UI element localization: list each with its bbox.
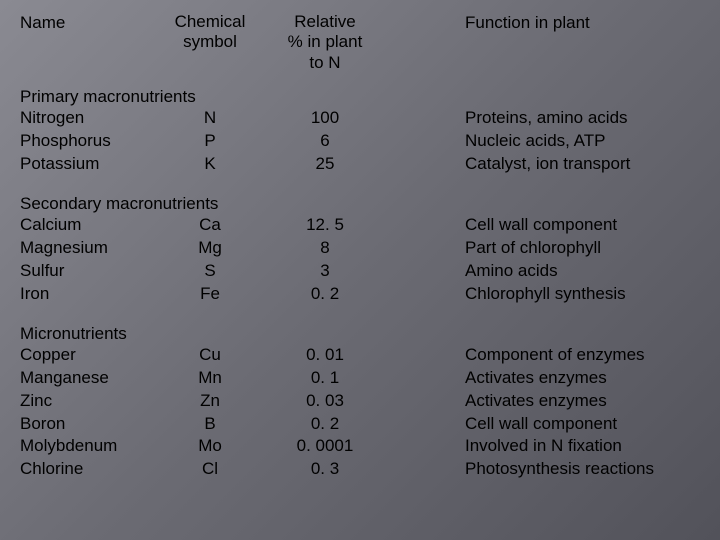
- table-row: Copper Cu 0. 01 Component of enzymes: [20, 344, 700, 367]
- table-row: Zinc Zn 0. 03 Activates enzymes: [20, 390, 700, 413]
- table-row: Molybdenum Mo 0. 0001 Involved in N fixa…: [20, 435, 700, 458]
- section-primary-title: Primary macronutrients: [20, 87, 700, 107]
- table-row: Potassium K 25 Catalyst, ion transport: [20, 153, 700, 176]
- table-row: Manganese Mn 0. 1 Activates enzymes: [20, 367, 700, 390]
- section-micro-title: Micronutrients: [20, 324, 700, 344]
- table-row: Sulfur S 3 Amino acids: [20, 260, 700, 283]
- table-row: Boron B 0. 2 Cell wall component: [20, 413, 700, 436]
- table-row: Iron Fe 0. 2 Chlorophyll synthesis: [20, 283, 700, 306]
- table-row: Nitrogen N 100 Proteins, amino acids: [20, 107, 700, 130]
- header-relative: Relative % in plant to N: [255, 12, 395, 73]
- header-name: Name: [20, 12, 165, 35]
- nutrient-table: Name Chemical symbol Relative % in plant…: [20, 12, 700, 481]
- table-row: Magnesium Mg 8 Part of chlorophyll: [20, 237, 700, 260]
- header-symbol: Chemical symbol: [165, 12, 255, 53]
- table-row: Chlorine Cl 0. 3 Photosynthesis reaction…: [20, 458, 700, 481]
- header-function: Function in plant: [395, 12, 700, 35]
- table-row: Calcium Ca 12. 5 Cell wall component: [20, 214, 700, 237]
- table-row: Phosphorus P 6 Nucleic acids, ATP: [20, 130, 700, 153]
- table-header-row: Name Chemical symbol Relative % in plant…: [20, 12, 700, 73]
- section-secondary-title: Secondary macronutrients: [20, 194, 700, 214]
